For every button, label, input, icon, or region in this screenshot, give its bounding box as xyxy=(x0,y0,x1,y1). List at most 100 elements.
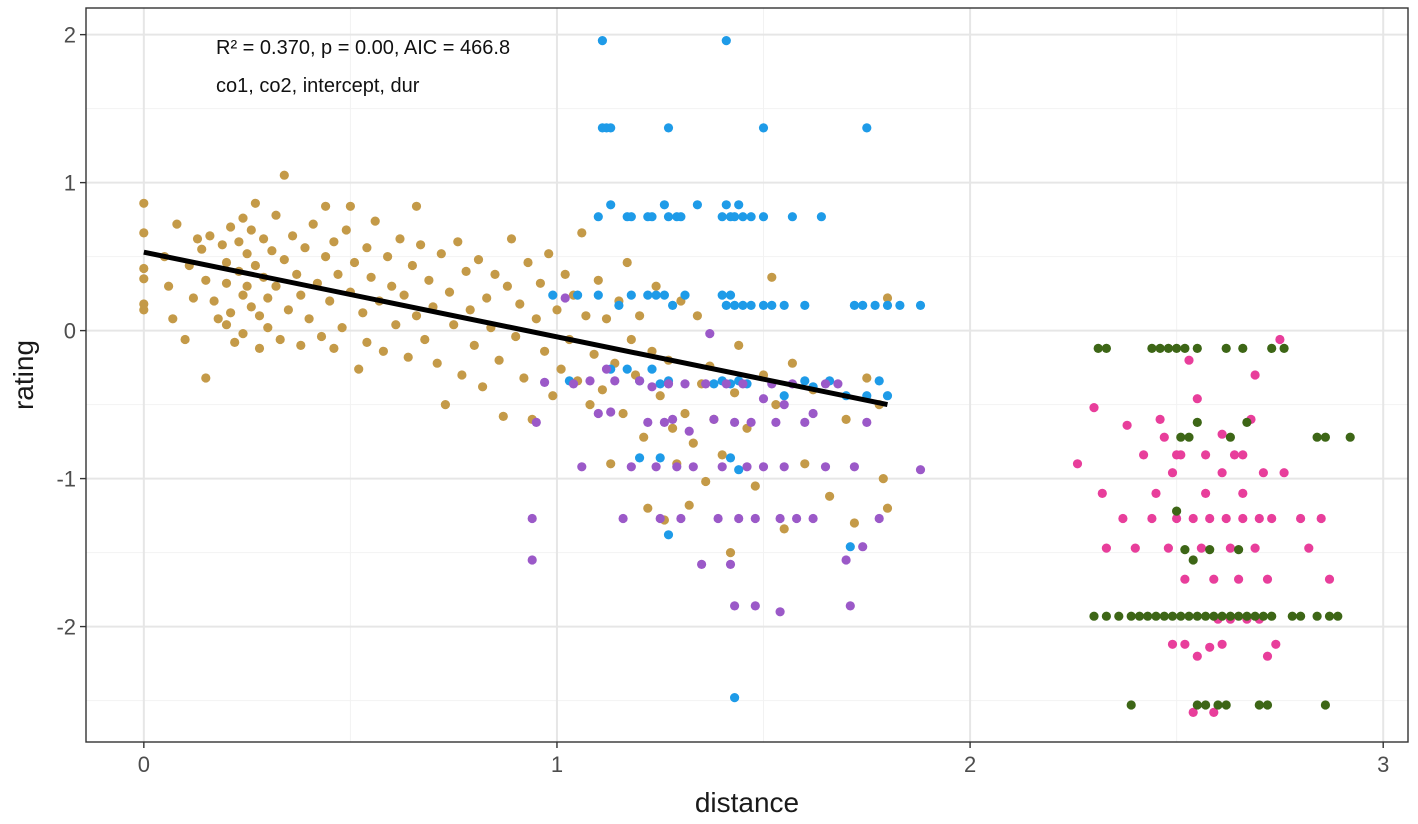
data-point xyxy=(779,300,789,310)
data-point xyxy=(1155,343,1165,353)
x-axis: 0 1 2 3 xyxy=(138,742,1389,777)
data-point xyxy=(1172,506,1182,516)
data-point xyxy=(556,364,566,374)
data-point xyxy=(1254,513,1264,524)
data-point xyxy=(139,228,149,238)
data-point xyxy=(882,503,893,513)
data-point xyxy=(1225,543,1235,553)
data-point xyxy=(1221,700,1231,710)
data-point xyxy=(771,417,781,427)
data-point xyxy=(614,300,624,310)
data-point xyxy=(1126,700,1136,710)
data-point xyxy=(230,337,240,347)
data-point xyxy=(882,293,893,303)
data-point xyxy=(606,123,616,133)
data-point xyxy=(387,281,397,291)
data-point xyxy=(283,305,293,315)
y-axis: -2 -1 0 1 2 xyxy=(56,23,86,640)
data-point xyxy=(1151,611,1161,621)
data-point xyxy=(1258,611,1268,621)
data-point xyxy=(701,379,711,389)
data-point xyxy=(279,170,289,180)
data-point xyxy=(226,222,236,232)
data-point xyxy=(874,376,884,386)
data-point xyxy=(263,293,273,303)
y-axis-title: rating xyxy=(8,340,39,410)
data-point xyxy=(383,252,393,262)
data-point xyxy=(758,394,769,404)
data-point xyxy=(1196,543,1206,553)
data-point xyxy=(540,346,550,356)
data-point xyxy=(1143,611,1153,621)
data-point xyxy=(300,243,310,253)
data-point xyxy=(618,513,628,524)
data-point xyxy=(738,212,748,222)
data-point xyxy=(849,300,860,310)
data-point xyxy=(548,290,558,300)
data-point xyxy=(1192,611,1202,621)
data-point xyxy=(1254,700,1264,710)
data-point xyxy=(1316,513,1326,524)
data-point xyxy=(1192,394,1202,404)
data-point xyxy=(1101,343,1111,353)
data-point xyxy=(354,364,364,374)
data-point xyxy=(329,343,339,353)
data-point xyxy=(858,542,868,552)
data-point xyxy=(647,212,657,222)
data-point xyxy=(705,329,715,339)
data-point xyxy=(1172,450,1182,460)
data-point xyxy=(1184,432,1194,442)
data-point xyxy=(304,314,314,324)
y-tick-label: 1 xyxy=(64,171,76,196)
data-point xyxy=(254,311,265,321)
data-point xyxy=(238,290,248,300)
data-point xyxy=(878,474,888,484)
data-point xyxy=(1262,651,1273,661)
data-point xyxy=(1312,432,1322,442)
data-point xyxy=(197,244,207,254)
data-point xyxy=(1093,343,1103,353)
data-point xyxy=(296,290,306,300)
data-point xyxy=(647,382,657,392)
data-point xyxy=(808,408,818,419)
data-point xyxy=(800,300,810,310)
data-point xyxy=(1130,543,1140,553)
data-point xyxy=(1250,543,1260,553)
data-point xyxy=(779,391,789,401)
data-point xyxy=(758,212,769,222)
data-point xyxy=(271,210,281,220)
data-point xyxy=(1234,574,1244,584)
data-point xyxy=(391,320,401,330)
data-point xyxy=(1221,343,1231,353)
data-point xyxy=(775,513,785,524)
y-tick-label: 2 xyxy=(64,23,76,48)
data-point xyxy=(531,417,541,427)
data-point xyxy=(651,290,661,300)
annotation-terms: co1, co2, intercept, dur xyxy=(216,75,420,97)
data-point xyxy=(775,607,785,617)
data-point xyxy=(1262,700,1273,710)
data-point xyxy=(585,376,595,386)
data-point xyxy=(585,400,595,410)
data-point xyxy=(668,414,678,424)
data-point xyxy=(1118,513,1128,524)
data-point xyxy=(407,260,417,271)
data-point xyxy=(1172,343,1182,353)
data-point xyxy=(1167,468,1178,478)
data-point xyxy=(709,414,719,424)
data-point xyxy=(1225,432,1235,442)
data-point xyxy=(622,364,632,374)
data-point xyxy=(250,198,260,208)
data-point xyxy=(560,293,570,303)
data-point xyxy=(1279,343,1289,353)
data-point xyxy=(825,491,835,501)
data-point xyxy=(577,462,587,472)
data-point xyxy=(209,296,219,306)
data-point xyxy=(1234,545,1244,555)
data-point xyxy=(816,212,827,222)
data-point xyxy=(1101,543,1111,553)
data-point xyxy=(271,281,281,291)
data-point xyxy=(1176,611,1186,621)
data-point xyxy=(622,257,632,268)
data-point xyxy=(606,459,616,469)
